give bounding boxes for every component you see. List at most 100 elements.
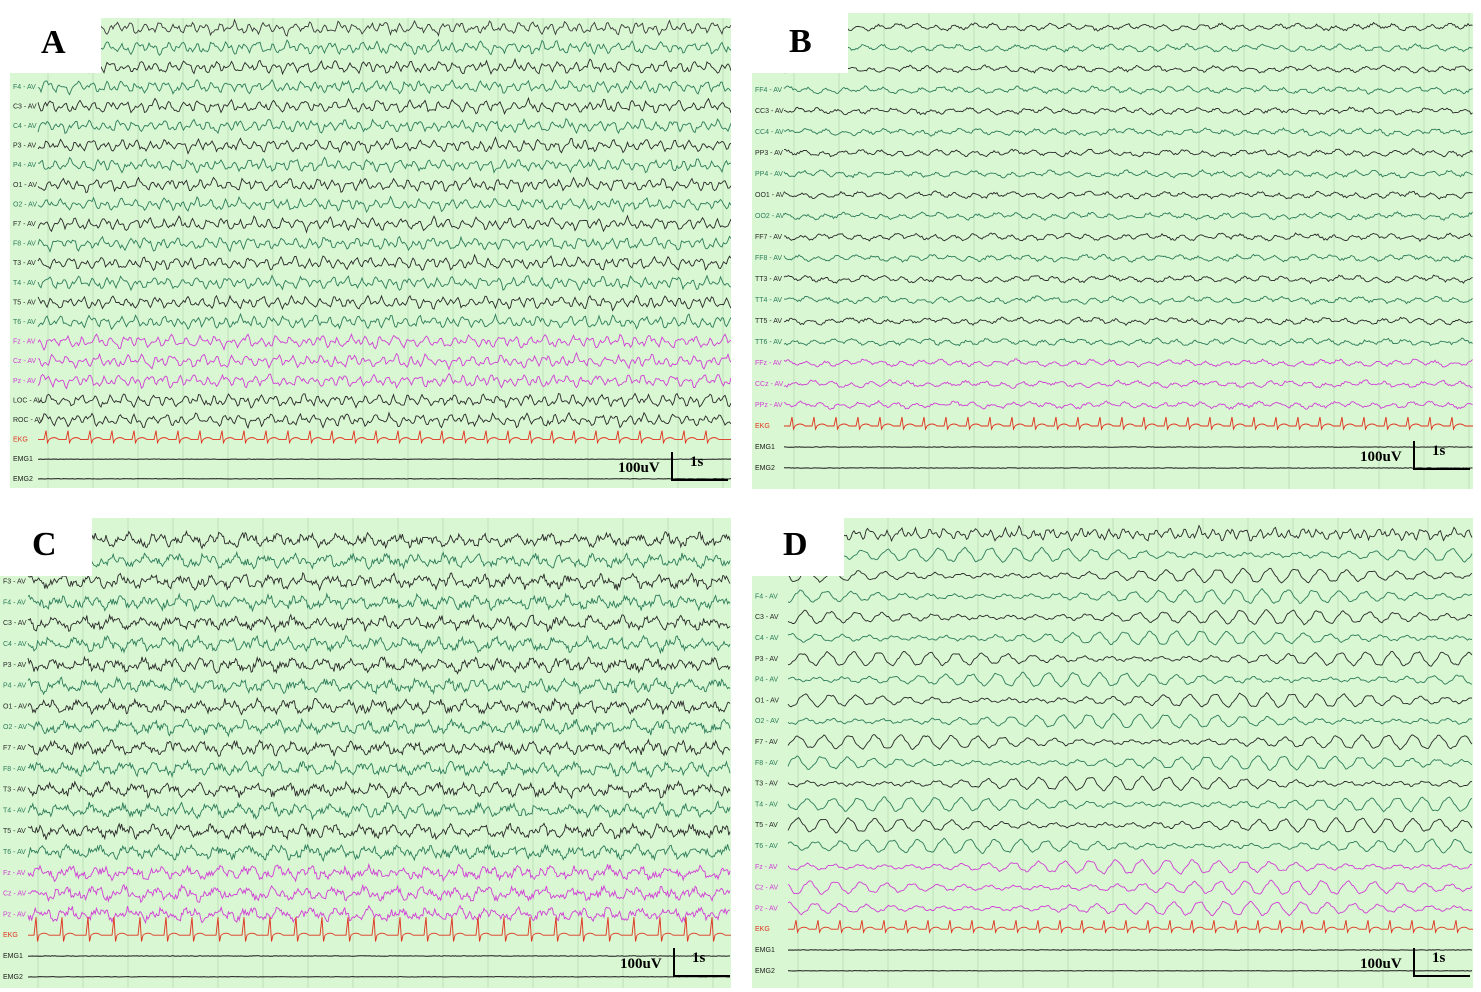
channel-label: P3 - AV xyxy=(13,143,37,150)
channel-label: O2 - AV xyxy=(755,718,779,725)
eeg-trace xyxy=(783,169,1473,179)
eeg-trace xyxy=(787,630,1473,646)
eeg-trace xyxy=(783,337,1473,347)
eeg-trace xyxy=(27,904,731,925)
eeg-trace xyxy=(28,917,731,942)
channel-row: T3 - AV xyxy=(3,780,731,800)
channel-label: T3 - AV xyxy=(3,787,26,794)
channel-label: T6 - AV xyxy=(3,849,26,856)
eeg-trace xyxy=(27,759,731,779)
channel-label: TT5 - AV xyxy=(755,318,782,325)
eeg-trace xyxy=(27,676,731,696)
eeg-trace xyxy=(787,692,1473,709)
channel-label: EMG1 xyxy=(755,947,775,954)
channel-label: Cz - AV xyxy=(3,891,27,898)
panel-letter-a: A xyxy=(10,18,101,73)
scale-amplitude-label: 100uV xyxy=(1360,956,1402,972)
channel-row: Fz - AV xyxy=(755,858,1473,875)
channel-row: F8 - AV xyxy=(13,235,731,253)
channel-row: C4 - AV xyxy=(755,630,1473,646)
channel-label: Pz - AV xyxy=(13,378,36,385)
channel-row: T6 - AV xyxy=(3,843,731,863)
eeg-background xyxy=(10,18,731,488)
channel-label: EMG2 xyxy=(13,476,33,483)
eeg-background xyxy=(752,518,1473,988)
channel-row: T6 - AV xyxy=(755,837,1473,855)
channel-label: FFz - AV xyxy=(755,360,782,367)
channel-label: Fz - AV xyxy=(755,864,778,871)
channel-row: C3 - AV xyxy=(3,613,731,633)
scale-bar: 100uV 1s xyxy=(618,452,728,481)
channel-label: P3 - AV xyxy=(3,662,27,669)
channel-label: F3 - AV xyxy=(3,579,26,586)
channel-label: CC3 - AV xyxy=(755,108,784,115)
eeg-trace xyxy=(38,430,731,445)
eeg-trace xyxy=(787,546,1473,563)
channel-label: T4 - AV xyxy=(755,801,778,808)
channel-label: P4 - AV xyxy=(755,677,779,684)
channel-label: F4 - AV xyxy=(755,593,778,600)
channel-row: P4 - AV xyxy=(3,676,731,696)
channel-row: T5 - AV xyxy=(13,294,731,312)
channel-label: T5 - AV xyxy=(13,299,36,306)
channel-label: T4 - AV xyxy=(13,280,36,287)
channel-label: Pz - AV xyxy=(755,905,778,912)
channel-row: P3 - AV xyxy=(755,650,1473,667)
eeg-trace xyxy=(783,316,1473,327)
channel-row: O2 - AV xyxy=(3,717,731,738)
channel-label: T5 - AV xyxy=(755,822,778,829)
eeg-trace xyxy=(37,253,731,272)
scale-amplitude-label: 100uV xyxy=(618,460,660,476)
channel-row: O1 - AV xyxy=(3,696,731,716)
channel-row: T4 - AV xyxy=(13,274,731,292)
eeg-trace xyxy=(787,588,1472,605)
eeg-trace xyxy=(783,148,1473,158)
channel-label: O1 - AV xyxy=(13,182,37,189)
channel-row xyxy=(27,550,731,570)
channel-row: FFz - AV xyxy=(755,358,1473,368)
channel-label: C3 - AV xyxy=(13,103,37,110)
channel-label: P3 - AV xyxy=(755,656,779,663)
channel-label: EMG1 xyxy=(13,456,33,463)
eeg-background xyxy=(752,13,1473,489)
channel-row: Cz - AV xyxy=(3,883,731,904)
channel-row: OO2 - AV xyxy=(755,211,1473,221)
channel-row: Pz - AV xyxy=(755,900,1473,917)
eeg-trace xyxy=(37,294,731,312)
eeg-trace xyxy=(27,883,731,904)
channel-label: F7 - AV xyxy=(755,739,778,746)
channel-label: TT3 - AV xyxy=(755,276,782,283)
channel-row: FF7 - AV xyxy=(755,232,1473,243)
eeg-trace xyxy=(783,21,1473,32)
channel-label: F7 - AV xyxy=(3,745,26,752)
channel-label: OO1 - AV xyxy=(755,192,785,199)
eeg-trace xyxy=(783,399,1473,410)
eeg-trace xyxy=(783,274,1473,285)
eeg-trace xyxy=(783,211,1473,221)
channel-label: O2 - AV xyxy=(3,724,27,731)
eeg-trace xyxy=(27,738,731,757)
eeg-trace xyxy=(37,372,731,390)
eeg-trace xyxy=(787,609,1473,626)
channel-row xyxy=(37,38,731,56)
scale-time-label: 1s xyxy=(1432,443,1446,459)
channel-label: T5 - AV xyxy=(3,828,26,835)
eeg-trace xyxy=(783,85,1473,95)
eeg-trace xyxy=(37,18,731,37)
channel-label: EKG xyxy=(755,926,770,933)
eeg-trace xyxy=(787,567,1473,584)
eeg-trace xyxy=(27,655,731,675)
channel-row: Fz - AV xyxy=(13,333,731,351)
eeg-trace xyxy=(783,358,1473,368)
eeg-panel-b: FF4 - AV CC3 - AV CC4 - AV PP3 - AV PP4 - AV… xyxy=(752,13,1473,489)
eeg-trace xyxy=(27,571,731,592)
scale-time-label: 1s xyxy=(690,454,704,470)
channel-label: PPz - AV xyxy=(755,402,783,409)
eeg-trace xyxy=(27,696,731,716)
eeg-trace xyxy=(783,127,1473,137)
eeg-trace xyxy=(787,858,1473,875)
eeg-trace xyxy=(37,136,731,155)
channel-label: FF4 - AV xyxy=(755,87,782,94)
channel-row: C4 - AV xyxy=(13,117,731,135)
eeg-trace xyxy=(787,816,1473,834)
